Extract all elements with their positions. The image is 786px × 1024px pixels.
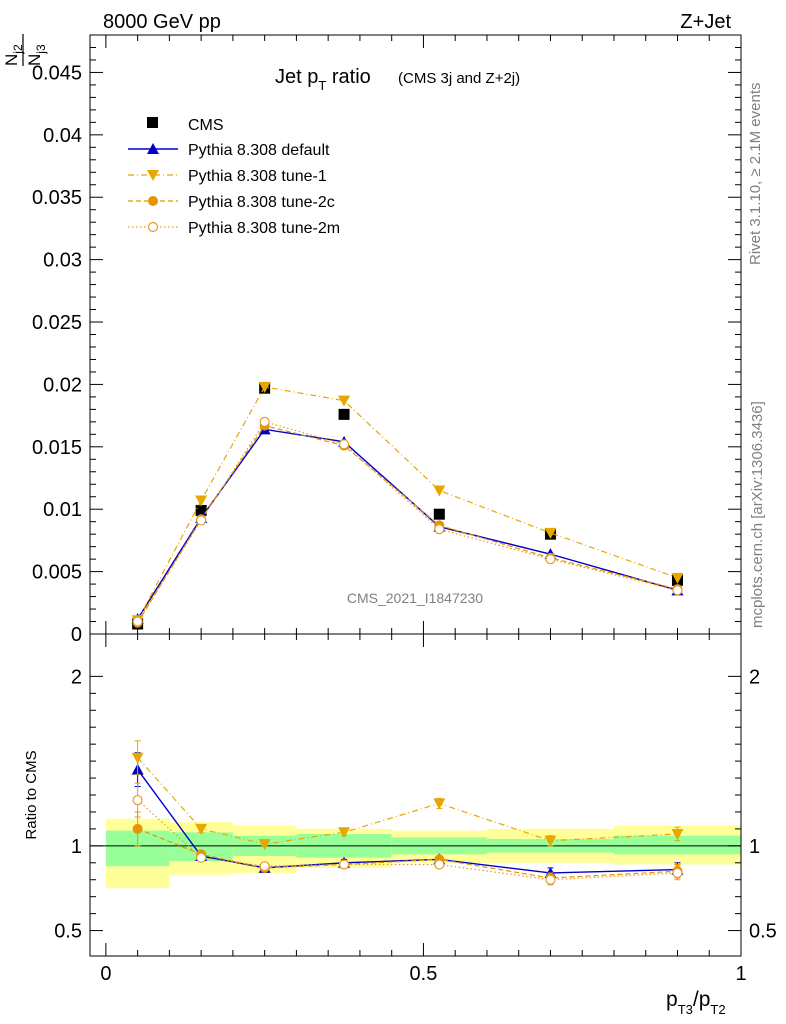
- ytick-label-6: 0.03: [43, 250, 82, 272]
- rivet-label: Rivet 3.1.10, ≥ 2.1M events: [747, 83, 764, 266]
- ratio-frame: [89, 633, 742, 957]
- tune2m-main-point-0: [132, 616, 143, 627]
- ytick-label-2: 0.01: [43, 499, 82, 521]
- ylabel-den-symbol: N: [2, 54, 21, 66]
- tune2m-main-point-6: [672, 585, 683, 596]
- legend-tune2m-marker: [147, 221, 159, 233]
- tune1-ratio-point-6: [671, 828, 684, 840]
- band-inner-6: [613, 835, 741, 855]
- tune2m-main-point-4: [434, 524, 445, 535]
- xlabel-slash: /p: [693, 988, 711, 1011]
- tick-labels: 0 0.005 0.01 0.015 0.02 0.025 0.03 0.035 0.04 0.0…: [32, 62, 777, 985]
- header-right: Z+Jet: [680, 11, 731, 33]
- ratio-ytick-label-right-1: 1: [749, 836, 760, 858]
- legend-default-label: Pythia 8.308 default: [188, 142, 330, 159]
- legend-default-marker: [147, 143, 159, 154]
- cms-point-1: [195, 504, 207, 516]
- cms-point-4: [433, 508, 445, 520]
- tune2m-ratio-point-4: [434, 859, 445, 870]
- tune1-main-line: [137, 386, 678, 621]
- ylabel-numerator: Nj3: [25, 44, 48, 66]
- tune2m-ratio-point-1: [196, 852, 207, 863]
- header-left: 8000 GeV pp: [103, 11, 221, 33]
- x-axis-label: pT3/pT2: [666, 988, 726, 1017]
- ratio-ytick-label-left-0: 0.5: [54, 921, 82, 943]
- ylabel-num-symbol: N: [25, 54, 44, 66]
- ratio-ytick-label-left-2: 2: [71, 666, 82, 688]
- ytick-label-8: 0.04: [43, 125, 82, 147]
- tune2m-ratio-point-0: [132, 794, 143, 806]
- tune1-ratio-point-5: [544, 835, 557, 847]
- ratio-ytick-label-right-2: 2: [749, 666, 760, 688]
- tune2m-main-point-2: [259, 416, 270, 427]
- tune1-ratio-point-1: [195, 823, 208, 835]
- analysis-watermark: CMS_2021_I1847230: [347, 590, 483, 606]
- ytick-label-1: 0.005: [32, 562, 82, 584]
- tune1-main-point-6: [671, 572, 684, 584]
- tune1-main-point-3: [338, 395, 351, 407]
- main-y-label: Nj2 Nj3: [2, 34, 48, 66]
- xlabel-sub1: T3: [678, 1002, 693, 1017]
- ytick-label-5: 0.025: [32, 312, 82, 334]
- ytick-label-7: 0.035: [32, 187, 82, 209]
- tune2m-ratio-point-3: [338, 859, 350, 870]
- title-main: Jet p: [275, 66, 318, 88]
- tune2m-main-point-1: [196, 515, 207, 526]
- title-detail: (CMS 3j and Z+2j): [398, 70, 520, 87]
- tune1-ratio-point-0: [131, 752, 144, 764]
- tune2m-ratio-point-6: [672, 867, 683, 879]
- tune2m-ratio-point-5: [545, 874, 556, 885]
- ylabel-num-subscript: j3: [34, 44, 48, 55]
- legend-cms-label: CMS: [188, 117, 224, 134]
- legend-tune2m-label: Pythia 8.308 tune-2m: [188, 220, 340, 237]
- tune1-main-point-5: [544, 527, 557, 539]
- tune1-ratio-point-3: [338, 827, 351, 839]
- ytick-label-9: 0.045: [32, 62, 82, 84]
- legend-tune1-label: Pythia 8.308 tune-1: [188, 168, 327, 185]
- ytick-label-0: 0: [71, 624, 82, 646]
- ytick-label-4: 0.02: [43, 374, 82, 396]
- xlabel-p1: p: [666, 988, 678, 1011]
- legend-tune2c-marker: [148, 196, 158, 206]
- xtick-label-2: 1: [735, 963, 746, 985]
- legend: CMS Pythia 8.308 default Pythia 8.308 tu…: [128, 117, 340, 237]
- ratio-y-label: Ratio to CMS: [23, 750, 40, 839]
- ratio-ytick-label-left-1: 1: [71, 836, 82, 858]
- xlabel-sub2: T2: [710, 1002, 725, 1017]
- xtick-label-1: 0.5: [410, 963, 438, 985]
- legend-tune1-marker: [147, 170, 159, 181]
- xtick-label-0: 0: [100, 963, 111, 985]
- tune1-ratio-point-4: [433, 798, 446, 810]
- cms-point-3: [338, 408, 350, 420]
- ylabel-denominator: Nj2: [2, 44, 25, 66]
- tune1-main-point-2: [258, 381, 271, 393]
- ylabel-den-subscript: j2: [11, 44, 25, 55]
- ratio-ytick-label-right-0: 0.5: [749, 921, 777, 943]
- tune2m-main-point-5: [545, 554, 556, 565]
- title-rest: ratio: [326, 66, 370, 88]
- tune2c-ratio-point-0: [132, 823, 143, 834]
- tune2m-main-point-3: [338, 439, 350, 450]
- tune1-ratio-point-2: [258, 839, 271, 851]
- tune1-main-point-1: [195, 495, 208, 507]
- data-series: [131, 381, 684, 886]
- title-subscript: T: [318, 78, 326, 93]
- tune2m-ratio-point-2: [259, 861, 270, 872]
- tune1-main-point-4: [433, 485, 446, 497]
- chart-title: Jet pT ratio: [275, 66, 371, 93]
- legend-tune2c-label: Pythia 8.308 tune-2c: [188, 194, 335, 211]
- legend-cms-marker: [147, 117, 158, 128]
- ytick-label-3: 0.015: [32, 437, 82, 459]
- mcplots-label: mcplots.cern.ch [arXiv:1306.3436]: [749, 401, 766, 628]
